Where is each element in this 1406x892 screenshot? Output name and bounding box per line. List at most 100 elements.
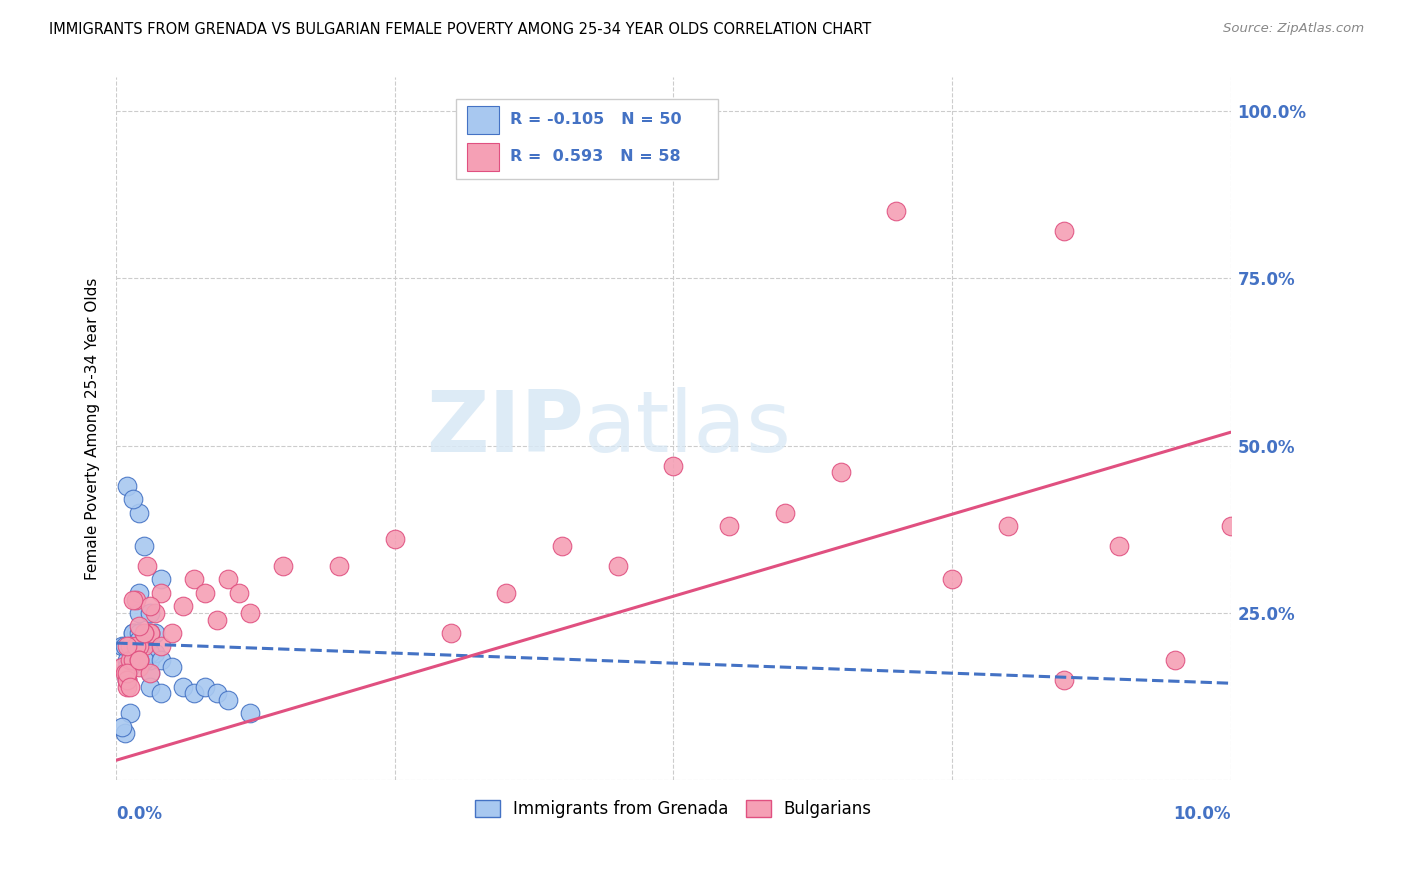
Point	[160, 659, 183, 673]
Point	[122, 640, 145, 654]
Point	[551, 539, 574, 553]
Point	[128, 626, 150, 640]
Y-axis label: Female Poverty Among 25-34 Year Olds: Female Poverty Among 25-34 Year Olds	[86, 277, 100, 580]
Text: Source: ZipAtlas.com: Source: ZipAtlas.com	[1223, 22, 1364, 36]
Point	[111, 720, 134, 734]
Point	[134, 646, 156, 660]
Point	[134, 640, 156, 654]
Point	[122, 492, 145, 507]
Point	[1108, 539, 1130, 553]
Point	[122, 626, 145, 640]
Point	[997, 519, 1019, 533]
Point	[117, 653, 139, 667]
Point	[384, 533, 406, 547]
Text: 0.0%: 0.0%	[117, 805, 162, 823]
Point	[128, 626, 150, 640]
Point	[183, 686, 205, 700]
Point	[205, 686, 228, 700]
Point	[941, 573, 963, 587]
FancyBboxPatch shape	[456, 98, 718, 179]
Point	[239, 606, 262, 620]
Point	[125, 640, 148, 654]
Point	[830, 466, 852, 480]
Point	[134, 626, 156, 640]
Point	[114, 666, 136, 681]
Point	[1164, 653, 1187, 667]
Point	[718, 519, 741, 533]
Point	[125, 592, 148, 607]
FancyBboxPatch shape	[467, 105, 499, 134]
Point	[143, 606, 166, 620]
Point	[128, 619, 150, 633]
Point	[128, 640, 150, 654]
Point	[128, 653, 150, 667]
Point	[143, 626, 166, 640]
Point	[194, 586, 217, 600]
Point	[128, 632, 150, 647]
Point	[439, 626, 461, 640]
Point	[143, 646, 166, 660]
Point	[118, 680, 141, 694]
Point	[606, 559, 628, 574]
Text: 10.0%: 10.0%	[1173, 805, 1230, 823]
Point	[138, 606, 160, 620]
Legend: Immigrants from Grenada, Bulgarians: Immigrants from Grenada, Bulgarians	[468, 793, 879, 825]
Point	[138, 626, 160, 640]
Point	[773, 506, 796, 520]
Point	[138, 626, 160, 640]
Point	[149, 586, 172, 600]
Point	[117, 666, 139, 681]
Point	[117, 673, 139, 687]
Point	[183, 573, 205, 587]
Point	[239, 706, 262, 721]
Point	[114, 726, 136, 740]
Point	[114, 640, 136, 654]
Point	[111, 659, 134, 673]
Text: IMMIGRANTS FROM GRENADA VS BULGARIAN FEMALE POVERTY AMONG 25-34 YEAR OLDS CORREL: IMMIGRANTS FROM GRENADA VS BULGARIAN FEM…	[49, 22, 872, 37]
Point	[138, 680, 160, 694]
Point	[134, 626, 156, 640]
Point	[128, 659, 150, 673]
Point	[117, 659, 139, 673]
Point	[134, 653, 156, 667]
Point	[149, 573, 172, 587]
Point	[495, 586, 517, 600]
Point	[273, 559, 295, 574]
Point	[128, 653, 150, 667]
Point	[217, 573, 239, 587]
Point	[125, 626, 148, 640]
Point	[662, 458, 685, 473]
Point	[1052, 673, 1074, 687]
Point	[118, 659, 141, 673]
Point	[134, 653, 156, 667]
Point	[1219, 519, 1241, 533]
Point	[205, 613, 228, 627]
Point	[134, 539, 156, 553]
Point	[122, 653, 145, 667]
Point	[138, 666, 160, 681]
Point	[128, 586, 150, 600]
Text: R = -0.105   N = 50: R = -0.105 N = 50	[509, 112, 682, 128]
Text: R =  0.593   N = 58: R = 0.593 N = 58	[509, 149, 681, 164]
Point	[128, 653, 150, 667]
Point	[128, 506, 150, 520]
Point	[136, 559, 159, 574]
Point	[172, 599, 194, 614]
Point	[118, 640, 141, 654]
Point	[1052, 224, 1074, 238]
Point	[138, 599, 160, 614]
Point	[128, 640, 150, 654]
Point	[160, 626, 183, 640]
Point	[117, 680, 139, 694]
Point	[149, 640, 172, 654]
Point	[128, 606, 150, 620]
Point	[328, 559, 350, 574]
Point	[138, 646, 160, 660]
Point	[217, 693, 239, 707]
Point	[125, 640, 148, 654]
Point	[172, 680, 194, 694]
Point	[228, 586, 250, 600]
Point	[111, 640, 134, 654]
Point	[117, 666, 139, 681]
Point	[122, 626, 145, 640]
